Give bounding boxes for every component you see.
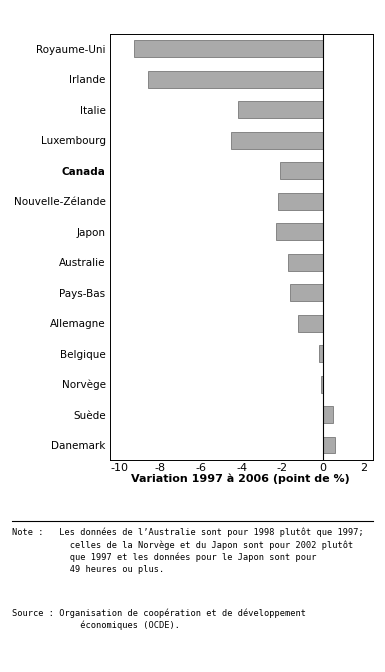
Bar — [290, 284, 323, 301]
Bar — [231, 132, 323, 149]
Text: Note :   Les données de l’Australie sont pour 1998 plutôt que 1997;
           c: Note : Les données de l’Australie sont p… — [12, 528, 363, 574]
Bar — [134, 40, 323, 57]
Bar — [276, 223, 323, 240]
Text: Source : Organisation de coopération et de développement
             économique: Source : Organisation de coopération et … — [12, 608, 306, 630]
Bar — [319, 345, 323, 362]
Bar — [238, 101, 323, 118]
Text: Variation 1997 à 2006 (point de %): Variation 1997 à 2006 (point de %) — [131, 474, 350, 485]
Bar — [321, 376, 323, 392]
Bar — [278, 193, 323, 210]
Bar — [288, 254, 323, 271]
Bar — [323, 437, 335, 454]
Bar — [280, 163, 323, 179]
Bar — [323, 406, 333, 423]
Bar — [148, 71, 323, 88]
Bar — [298, 314, 323, 331]
